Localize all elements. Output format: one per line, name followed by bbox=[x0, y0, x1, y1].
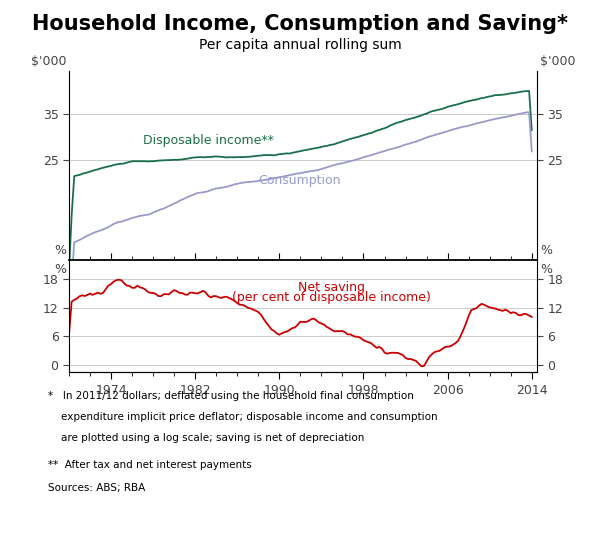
Text: Net saving: Net saving bbox=[298, 281, 365, 294]
Text: are plotted using a log scale; saving is net of depreciation: are plotted using a log scale; saving is… bbox=[48, 433, 364, 443]
Text: %: % bbox=[540, 244, 552, 257]
Text: Per capita annual rolling sum: Per capita annual rolling sum bbox=[199, 38, 401, 53]
Text: $'000: $'000 bbox=[540, 55, 575, 68]
Text: **  After tax and net interest payments: ** After tax and net interest payments bbox=[48, 459, 252, 470]
Text: Household Income, Consumption and Saving*: Household Income, Consumption and Saving… bbox=[32, 14, 568, 34]
Text: %: % bbox=[540, 263, 552, 276]
Text: $'000: $'000 bbox=[31, 55, 66, 68]
Text: *   In 2011/12 dollars; deflated using the household final consumption: * In 2011/12 dollars; deflated using the… bbox=[48, 391, 414, 401]
Text: %: % bbox=[54, 263, 66, 276]
Text: Consumption: Consumption bbox=[259, 174, 341, 187]
Text: Sources: ABS; RBA: Sources: ABS; RBA bbox=[48, 482, 145, 492]
Text: %: % bbox=[54, 244, 66, 257]
Text: Disposable income**: Disposable income** bbox=[143, 134, 274, 147]
Text: (per cent of disposable income): (per cent of disposable income) bbox=[232, 291, 431, 304]
Text: expenditure implicit price deflator; disposable income and consumption: expenditure implicit price deflator; dis… bbox=[48, 412, 437, 422]
